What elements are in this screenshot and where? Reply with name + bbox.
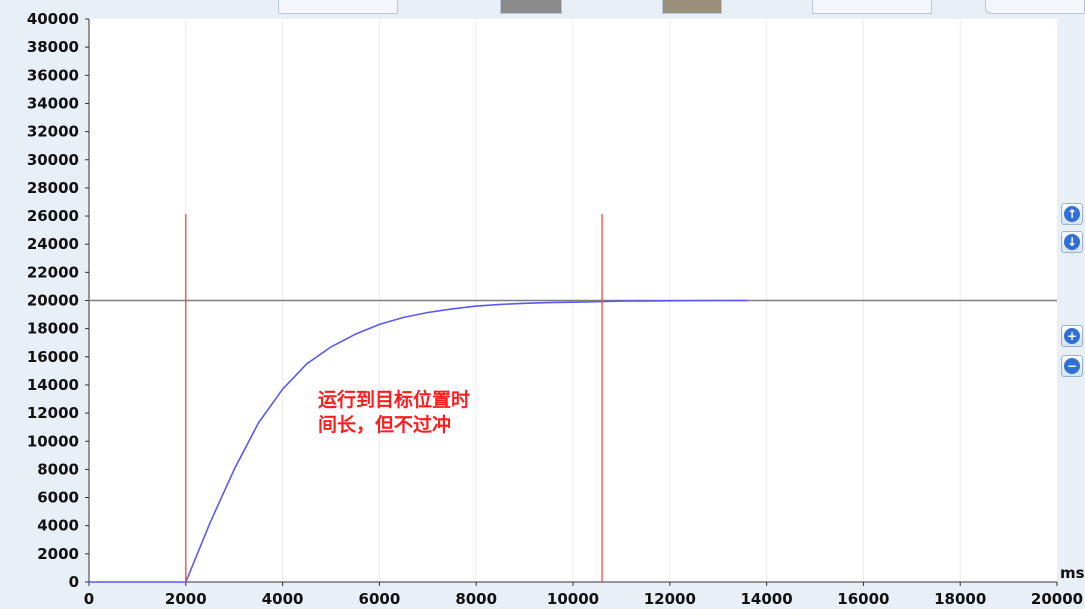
series-line-0 — [89, 299, 748, 583]
y-tick-label-7: 14000 — [27, 376, 79, 394]
y-tick-label-1: 2000 — [37, 545, 79, 563]
marker-lines — [185, 214, 603, 582]
x-tick-label-4: 8000 — [455, 590, 497, 608]
y-tick-label-10: 20000 — [27, 292, 79, 310]
y-tick-label-12: 24000 — [27, 235, 79, 253]
x-tick-label-9: 18000 — [934, 590, 986, 608]
y-tick-label-14: 28000 — [27, 179, 79, 197]
toolbar-button-1[interactable] — [500, 0, 562, 14]
x-axis-unit: ms — [1060, 564, 1085, 582]
x-tick-label-2: 4000 — [262, 590, 304, 608]
x-tick-label-1: 2000 — [165, 590, 207, 608]
arrow-up-icon: ↑ — [1064, 206, 1080, 222]
y-tick-label-19: 38000 — [27, 38, 79, 56]
x-tick-label-7: 14000 — [741, 590, 793, 608]
scroll-up-button[interactable]: ↑ — [1061, 203, 1083, 225]
annotation-line-1: 间长，但不过冲 — [318, 413, 451, 436]
y-tick-label-5: 10000 — [27, 432, 79, 450]
y-tick-label-18: 36000 — [27, 66, 79, 84]
y-tick-label-17: 34000 — [27, 94, 79, 112]
plus-icon: + — [1064, 328, 1080, 344]
series-group — [88, 299, 748, 583]
zoom-in-button[interactable]: + — [1061, 325, 1083, 347]
x-tick-label-6: 12000 — [644, 590, 696, 608]
toolbar-field-2[interactable] — [812, 0, 932, 14]
x-tick-label-3: 6000 — [359, 590, 401, 608]
zoom-out-button[interactable]: − — [1061, 355, 1083, 377]
toolbar-button-2[interactable] — [662, 0, 722, 14]
x-axis-ticks: 0 2000 4000 6000 8000 10000 12000 14000 16000 180… — [84, 582, 1083, 608]
annotation-line-0: 运行到目标位置时 — [318, 388, 470, 411]
y-tick-label-9: 18000 — [27, 320, 79, 338]
y-axis-ticks: 0 2000 4000 6000 8000 10000 12000 14000 16000 180… — [27, 10, 89, 591]
y-tick-label-0: 0 — [69, 573, 79, 591]
y-tick-label-4: 8000 — [37, 460, 79, 478]
x-tick-label-5: 10000 — [547, 590, 599, 608]
y-tick-label-20: 40000 — [27, 10, 79, 28]
y-tick-label-16: 32000 — [27, 123, 79, 141]
y-tick-label-3: 6000 — [37, 489, 79, 507]
y-tick-label-8: 16000 — [27, 348, 79, 366]
x-tick-label-8: 16000 — [837, 590, 889, 608]
x-tick-label-10: 20000 — [1031, 590, 1083, 608]
x-tick-label-0: 0 — [84, 590, 94, 608]
arrow-down-icon: ↓ — [1064, 234, 1080, 250]
minus-icon: − — [1064, 358, 1080, 374]
y-tick-label-15: 30000 — [27, 151, 79, 169]
y-tick-label-11: 22000 — [27, 263, 79, 281]
y-tick-label-13: 26000 — [27, 207, 79, 225]
y-tick-label-6: 12000 — [27, 404, 79, 422]
toolbar-field-1[interactable] — [278, 0, 398, 14]
scroll-down-button[interactable]: ↓ — [1061, 231, 1083, 253]
y-tick-label-2: 4000 — [37, 517, 79, 535]
